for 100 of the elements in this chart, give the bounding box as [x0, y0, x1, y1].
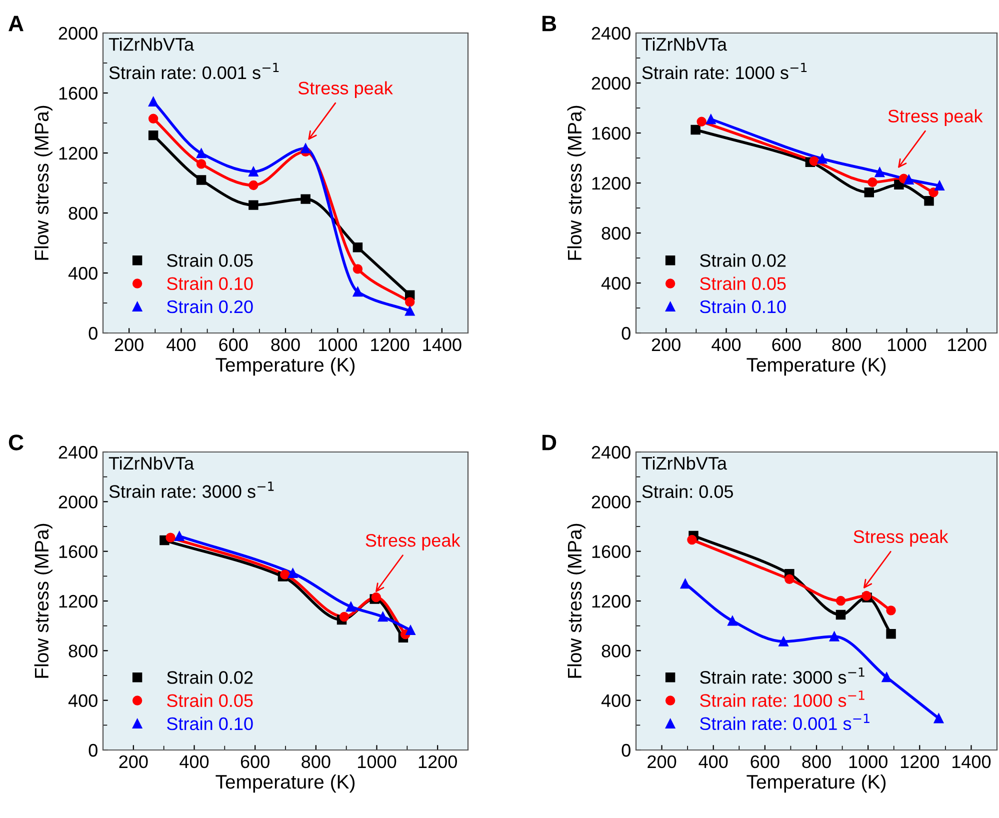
point — [696, 116, 706, 126]
y-tick-label: 800 — [68, 206, 98, 220]
annotation: Stress peak — [366, 534, 460, 550]
x-tick-label: 1200 — [900, 755, 940, 768]
point — [882, 672, 892, 682]
point — [809, 156, 819, 166]
x-tick-label: 1200 — [948, 338, 986, 352]
point — [934, 180, 944, 190]
point — [868, 177, 878, 188]
chart-title: D — [542, 434, 556, 450]
x-tick-label: 600 — [772, 338, 801, 352]
y-tick-label: 400 — [68, 266, 98, 280]
point — [248, 200, 258, 210]
y-tick-label: 1200 — [59, 594, 98, 608]
point — [352, 242, 363, 252]
chart-title: B — [542, 16, 556, 32]
point — [339, 612, 350, 622]
legend-label: Strain 0.05 — [700, 276, 786, 290]
point — [836, 596, 846, 606]
point — [778, 636, 788, 646]
point — [300, 194, 310, 204]
y-tick-label: 0 — [88, 744, 98, 757]
y-tick-label: 0 — [622, 326, 630, 340]
y-tick-label: 1600 — [592, 126, 630, 140]
point — [148, 130, 158, 140]
annotation: Strain rate: 3000 s$^{−1}$ — [109, 482, 274, 498]
y-tick-label: 800 — [602, 226, 630, 240]
y-axis-title: Flow stress (MPa) — [567, 106, 586, 260]
point — [706, 114, 716, 124]
y-tick-label: 1200 — [592, 594, 630, 608]
point — [378, 612, 388, 622]
y-tick-label: 1600 — [59, 545, 98, 558]
point — [904, 174, 914, 184]
x-tick-label: 200 — [119, 755, 148, 768]
point — [784, 574, 794, 584]
x-tick-label: 400 — [698, 755, 728, 768]
point — [864, 188, 874, 198]
y-tick-label: 2400 — [592, 446, 630, 459]
annotation: Stress peak — [298, 81, 393, 98]
y-tick-label: 400 — [601, 276, 630, 290]
point — [728, 616, 738, 626]
y-tick-label: 800 — [602, 644, 630, 658]
x-tick-label: 800 — [802, 755, 831, 768]
y-axis-title: Flow stress (MPa) — [34, 106, 52, 260]
point — [300, 143, 310, 154]
point — [148, 96, 158, 107]
x-tick-label: 800 — [302, 755, 330, 768]
point — [406, 625, 416, 636]
legend-label: Strain rate: 1000 s$^{−1}$ — [700, 690, 864, 707]
legend-label: Strain 0.02 — [700, 254, 786, 267]
legend-label: Strain 0.05 — [167, 694, 253, 708]
annotation: TiZrNbVTa — [642, 456, 728, 470]
x-tick-label: 400 — [166, 338, 196, 352]
annotation: Strain rate: 1000 s$^{−1}$ — [642, 62, 807, 80]
y-tick-label: 400 — [68, 694, 98, 708]
x-tick-label: 400 — [180, 755, 209, 768]
chart-title: C — [8, 434, 24, 450]
legend-label: Strain 0.20 — [167, 300, 253, 314]
x-axis-title: Temperature (K) — [216, 774, 355, 793]
y-tick-label: 0 — [88, 326, 98, 340]
point — [196, 175, 206, 185]
point — [934, 713, 944, 724]
point — [928, 188, 938, 198]
x-tick-label: 1000 — [849, 755, 888, 768]
x-tick-label: 200 — [652, 338, 680, 352]
point — [196, 159, 206, 169]
y-tick-label: 2400 — [592, 26, 630, 40]
x-tick-label: 1200 — [371, 338, 410, 352]
point — [288, 568, 298, 578]
x-tick-label: 1400 — [423, 338, 462, 352]
x-tick-label: 800 — [271, 338, 300, 352]
annotation: TiZrNbVTa — [108, 38, 194, 51]
y-tick-label: 1600 — [59, 86, 98, 100]
legend-label: Strain 0.10 — [167, 276, 253, 290]
legend-label: Strain 0.10 — [700, 300, 786, 314]
point — [687, 534, 697, 545]
y-tick-label: 400 — [601, 694, 630, 708]
y-tick-label: 1200 — [59, 146, 98, 160]
point — [405, 297, 415, 307]
x-axis-title: Temperature (K) — [216, 357, 355, 376]
point — [817, 154, 828, 164]
point — [346, 602, 356, 612]
point — [829, 632, 840, 642]
x-axis-title: Temperature (K) — [746, 774, 886, 793]
annotation: Stress peak — [888, 109, 983, 126]
legend-label: Strain rate: 3000 s$^{−1}$ — [700, 667, 864, 684]
legend-label: Strain rate: 0.001 s$^{−1}$ — [700, 714, 870, 730]
annotation: TiZrNbVTa — [108, 456, 194, 470]
chart-title: A — [8, 16, 24, 32]
y-tick-label: 1200 — [592, 176, 630, 190]
point — [405, 306, 415, 316]
y-tick-label: 2000 — [592, 496, 630, 508]
x-tick-label: 200 — [648, 755, 676, 768]
x-tick-label: 1000 — [358, 755, 396, 768]
y-tick-label: 2000 — [592, 76, 630, 90]
point — [886, 606, 896, 616]
annotation: Strain: 0.05 — [642, 484, 733, 498]
y-tick-label: 2400 — [58, 446, 98, 459]
x-tick-label: 600 — [240, 755, 270, 768]
y-axis-title: Flow stress (MPa) — [567, 524, 586, 678]
